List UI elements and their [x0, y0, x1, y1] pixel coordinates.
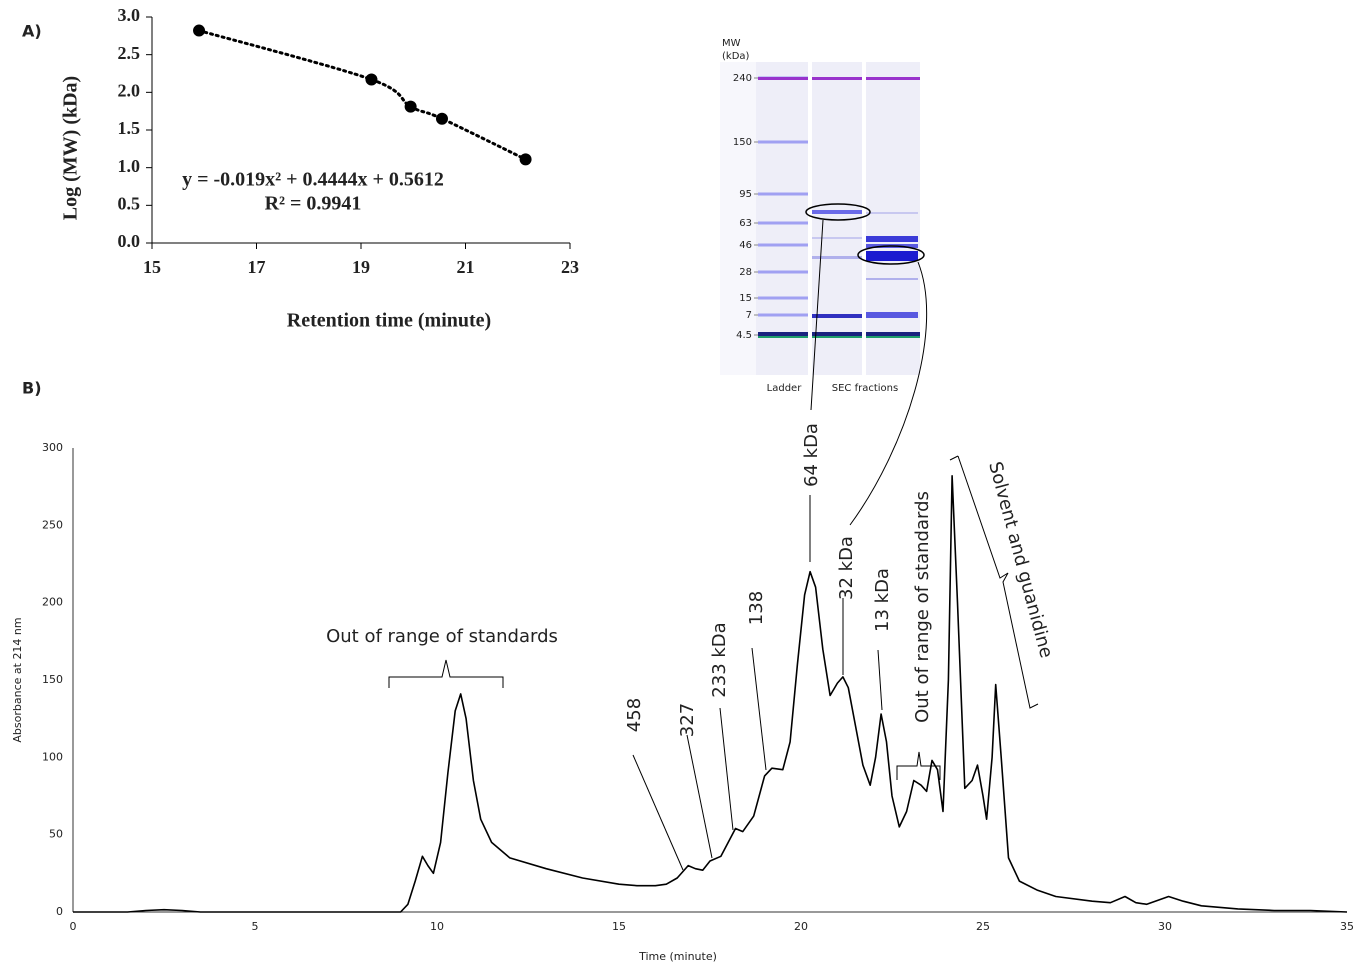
- y-tick-label: 0.0: [118, 231, 141, 251]
- ladder-band: [758, 297, 808, 300]
- x-tick-label: 17: [248, 257, 266, 277]
- ladder-band: [758, 141, 808, 144]
- y-tick-label: 300: [42, 441, 63, 454]
- data-point: [436, 113, 448, 125]
- leader-line: [633, 755, 683, 870]
- panel-label: A): [22, 22, 42, 41]
- gel-band: [812, 314, 862, 318]
- x-tick-label: 23: [561, 257, 579, 277]
- annotation: R² = 0.9941: [265, 193, 362, 215]
- y-tick-label: 2.0: [118, 80, 141, 100]
- x-tick-label: 10: [430, 920, 444, 933]
- gel-band: [866, 278, 918, 280]
- gel-mw-label: 7: [746, 310, 752, 321]
- y-tick-label: 150: [42, 673, 63, 686]
- annotation: Out of range of standards: [912, 491, 933, 723]
- x-tick-label: 20: [794, 920, 808, 933]
- y-tick-label: 0: [56, 905, 63, 918]
- x-tick-label: 15: [143, 257, 161, 277]
- x-tick-label: 21: [457, 257, 475, 277]
- x-tick-label: 0: [70, 920, 77, 933]
- y-tick-label: 1.5: [118, 118, 141, 138]
- y-tick-label: 1.0: [118, 156, 141, 176]
- data-point: [520, 153, 532, 165]
- lane-separator: [808, 62, 812, 375]
- y-tick-label: 50: [49, 828, 63, 841]
- data-point: [405, 101, 417, 113]
- x-tick-label: 25: [976, 920, 990, 933]
- annotation: 32 kDa: [836, 536, 857, 600]
- annotation: 13 kDa: [872, 568, 893, 632]
- annotation: Solvent and guanidine: [984, 460, 1057, 661]
- x-axis-label: Time (minute): [638, 950, 717, 963]
- x-tick-label: 35: [1340, 920, 1354, 933]
- bracket: [389, 660, 503, 688]
- gel-mw-label: 95: [739, 189, 752, 200]
- x-axis-label: Retention time (minute): [287, 310, 491, 332]
- annotation: Out of range of standards: [326, 626, 558, 647]
- annotation: y = -0.019x² + 0.4444x + 0.5612: [182, 169, 444, 191]
- x-tick-label: 15: [612, 920, 626, 933]
- gel-mw-label: 4.5: [736, 330, 752, 341]
- x-tick-label: 5: [252, 920, 259, 933]
- annotation: 233 kDa: [709, 622, 730, 697]
- gel-mw-label: 240: [733, 73, 752, 84]
- y-tick-label: 3.0: [118, 5, 141, 25]
- annotation: 458: [624, 698, 645, 732]
- x-tick-label: 30: [1158, 920, 1172, 933]
- y-tick-label: 250: [42, 518, 63, 531]
- gel-band: [866, 236, 918, 242]
- y-axis-label: Absorbance at 214 nm: [11, 617, 24, 742]
- panel-label: B): [22, 379, 42, 398]
- figure: MW (kDa) Ladder SEC fractions 2401509563…: [0, 0, 1369, 965]
- annotation: 138: [746, 591, 767, 625]
- ladder-band: [758, 244, 808, 247]
- gel-mw-label: 15: [739, 293, 752, 304]
- gel-band: [812, 210, 862, 214]
- data-point: [193, 25, 205, 37]
- y-tick-label: 0.5: [118, 193, 141, 213]
- gel-mw-label: 63: [739, 218, 752, 229]
- y-tick-label: 2.5: [118, 43, 141, 63]
- gel-axis-title: (kDa): [722, 51, 750, 62]
- trendline: [199, 31, 526, 160]
- gel-band: [812, 237, 862, 239]
- ladder-band: [758, 193, 808, 196]
- gel-band: [866, 251, 918, 261]
- lane-label: Ladder: [767, 383, 803, 394]
- y-tick-label: 100: [42, 750, 63, 763]
- lane-separator: [862, 62, 866, 375]
- gel-mw-label: 46: [739, 240, 752, 251]
- bracket: [897, 752, 940, 780]
- annotation: 327: [677, 703, 698, 737]
- gel-band: [812, 256, 862, 259]
- ladder-band: [758, 222, 808, 225]
- gel-band: [866, 312, 918, 318]
- leader-line: [687, 735, 712, 858]
- gel-mw-label: 150: [733, 137, 752, 148]
- annotation: 64 kDa: [801, 423, 822, 487]
- gel-lanes: [756, 62, 920, 375]
- x-tick-label: 19: [352, 257, 370, 277]
- gel-band: [758, 77, 920, 80]
- gel-axis-title: MW: [722, 38, 741, 49]
- ladder-band: [758, 314, 808, 317]
- leader-line: [752, 648, 766, 770]
- y-axis-label: Log (MW) (kDa): [60, 76, 82, 220]
- gel-band: [758, 336, 920, 338]
- y-tick-label: 200: [42, 596, 63, 609]
- gel-band: [866, 212, 918, 214]
- data-point: [365, 74, 377, 86]
- ladder-band: [758, 271, 808, 274]
- lane-label: SEC fractions: [832, 383, 898, 394]
- gel-mw-label: 28: [739, 267, 752, 278]
- leader-line: [720, 708, 733, 830]
- leader-line: [878, 650, 882, 710]
